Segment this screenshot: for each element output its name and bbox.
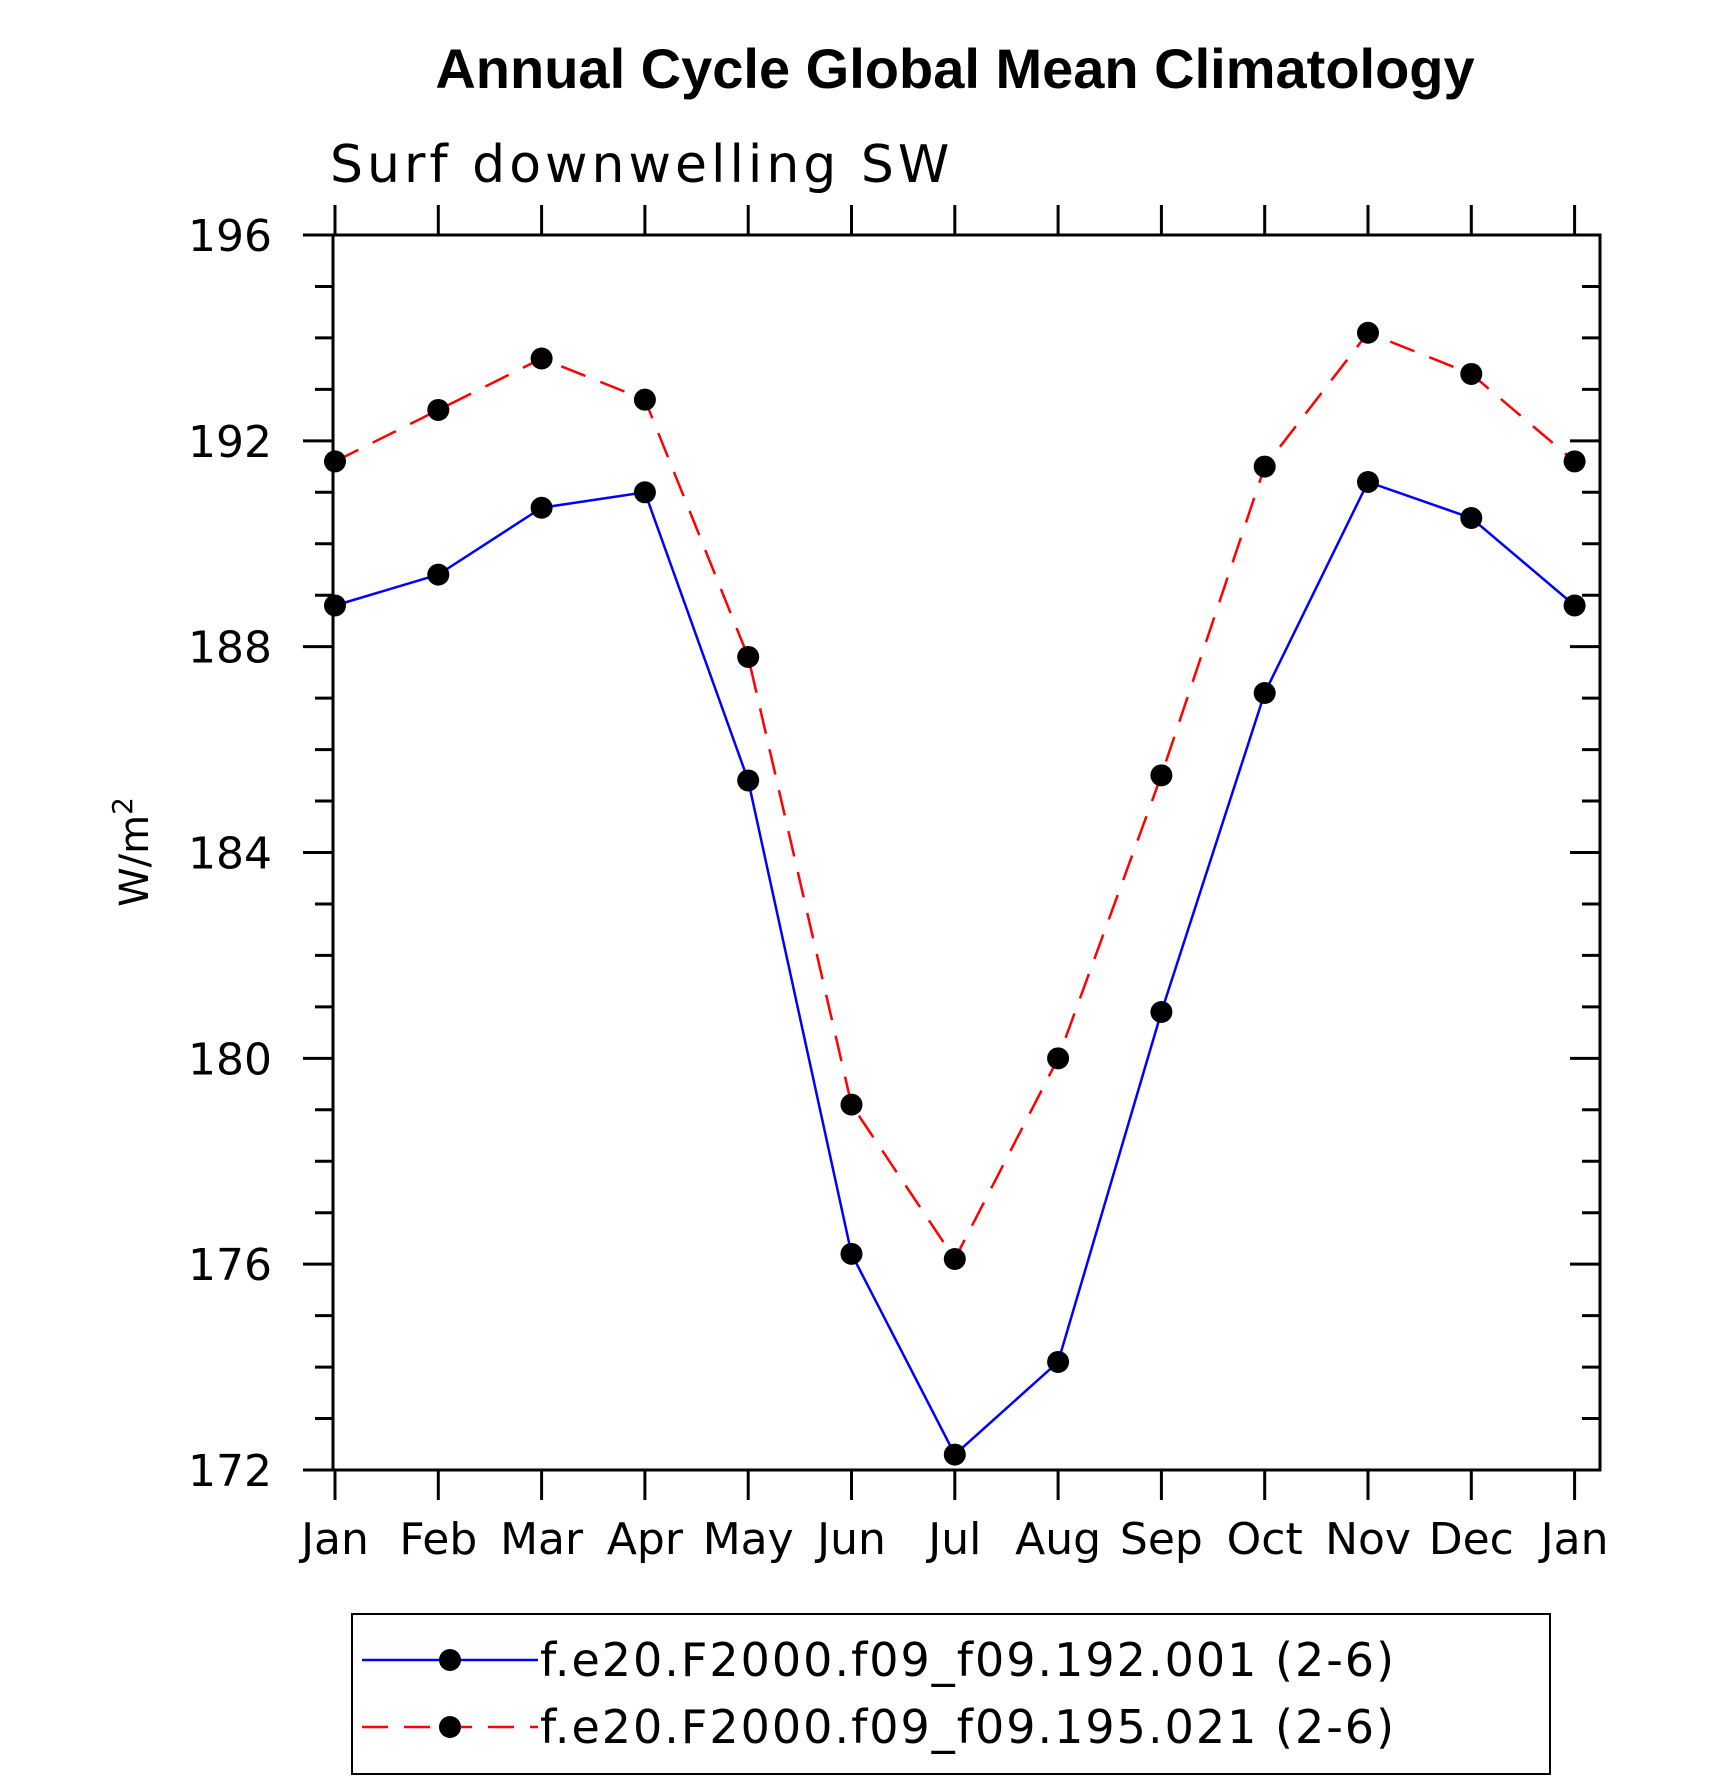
x-tick-label: Feb — [399, 1514, 477, 1565]
legend-items: f.e20.F2000.f09_f09.192.001 (2-6) f.e20.F… — [362, 1633, 1396, 1754]
series-line-2 — [334, 331, 1576, 1262]
legend-marker — [439, 1649, 461, 1671]
data-point — [1460, 362, 1483, 385]
data-point — [324, 594, 346, 617]
data-point — [427, 398, 450, 421]
data-point — [1563, 450, 1586, 473]
data-point — [1253, 681, 1276, 704]
plot-frame — [331, 233, 1602, 1472]
y-tick-label: 196 — [188, 211, 272, 262]
data-point — [1253, 455, 1276, 478]
data-point — [840, 1242, 863, 1265]
x-tick-label: Mar — [500, 1514, 584, 1565]
data-point — [530, 347, 553, 370]
y-tick-label: 184 — [188, 829, 272, 880]
y-axis-label-superscript: 2 — [106, 797, 139, 815]
x-tick-label: Apr — [607, 1514, 684, 1565]
legend-label: f.e20.F2000.f09_f09.192.001 (2-6) — [540, 1633, 1396, 1687]
x-tick-label: Jan — [298, 1514, 369, 1565]
legend: f.e20.F2000.f09_f09.192.001 (2-6) f.e20.F… — [351, 1613, 1551, 1775]
series-layer — [324, 321, 1586, 1466]
data-point — [737, 645, 760, 668]
data-point — [530, 496, 553, 519]
data-point — [943, 1248, 966, 1271]
data-point — [1150, 764, 1173, 787]
data-point — [427, 563, 450, 586]
x-tick-label: Aug — [1015, 1514, 1101, 1565]
data-point — [1150, 1001, 1173, 1024]
data-point — [1460, 507, 1483, 530]
series-line-1 — [334, 480, 1576, 1457]
data-point — [943, 1443, 966, 1466]
data-point — [633, 481, 656, 504]
x-tick-label: Nov — [1325, 1514, 1411, 1565]
x-axis: Jan Feb Mar Apr May Jun Jul Aug Sep Oct Nov Dec Jan — [298, 205, 1609, 1565]
x-tick-label: Oct — [1227, 1514, 1303, 1565]
legend-marker — [439, 1716, 461, 1738]
data-point — [1047, 1350, 1070, 1373]
y-axis-label: W/m2 — [106, 797, 158, 907]
data-point — [1047, 1047, 1070, 1070]
y-tick-label: 188 — [188, 623, 272, 674]
chart-subtitle: Surf downwelling SW — [330, 135, 953, 195]
y-tick-label: 180 — [188, 1034, 272, 1085]
x-tick-label: Sep — [1120, 1514, 1203, 1565]
data-point — [324, 450, 346, 473]
chart-title: Annual Cycle Global Mean Climatology — [435, 37, 1474, 100]
x-tick-label: Dec — [1429, 1514, 1514, 1565]
y-tick-label: 192 — [188, 417, 272, 468]
x-tick-label: Jan — [1538, 1514, 1609, 1565]
data-point — [1563, 594, 1586, 617]
x-tick-label: May — [703, 1514, 794, 1565]
x-tick-label: Jun — [814, 1514, 886, 1565]
legend-box — [351, 1613, 1551, 1775]
legend-label: f.e20.F2000.f09_f09.195.021 (2-6) — [540, 1700, 1396, 1754]
data-point — [737, 769, 760, 792]
y-tick-label: 176 — [188, 1240, 272, 1291]
data-point — [1357, 321, 1379, 344]
data-point — [1357, 471, 1379, 493]
y-axis: 172 176 180 184 188 192 196 — [188, 211, 1600, 1497]
data-point — [840, 1093, 863, 1116]
plot-area: 172 176 180 184 188 192 196 Jan Feb Mar Apr May Jun… — [188, 205, 1609, 1565]
y-axis-label-unit: W/m — [112, 815, 158, 907]
data-point — [633, 388, 656, 411]
x-tick-label: Jul — [925, 1514, 981, 1565]
y-tick-label: 172 — [188, 1446, 272, 1497]
